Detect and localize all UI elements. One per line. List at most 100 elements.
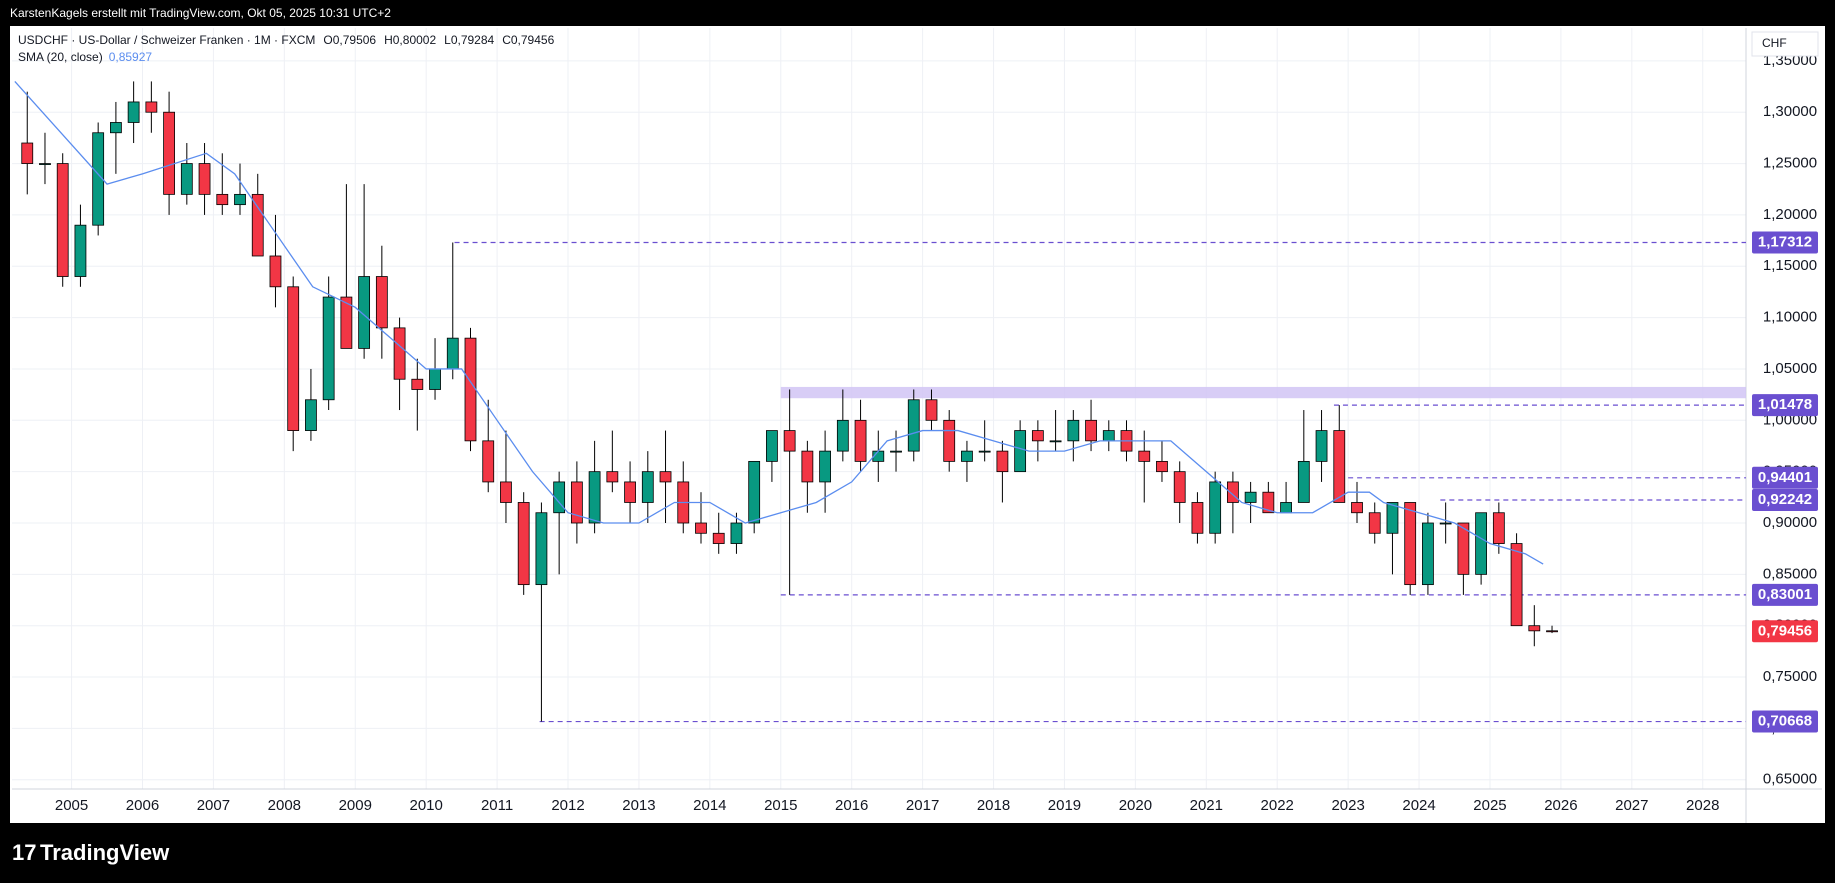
sma-line [14, 80, 1544, 565]
x-tick-label: 2026 [1544, 797, 1577, 814]
candle-body [730, 522, 743, 544]
candle-body [322, 296, 335, 401]
candle-body [996, 450, 1009, 473]
x-tick-label: 2018 [977, 797, 1010, 814]
x-tick-label: 2023 [1331, 797, 1364, 814]
x-tick-label: 2024 [1402, 797, 1435, 814]
candle-body [1422, 522, 1434, 586]
x-tick-label: 2019 [1048, 797, 1081, 814]
candle-body [269, 255, 282, 288]
candle-body [198, 163, 211, 195]
candle-body [1297, 460, 1310, 503]
legend-sma-name: SMA (20, close) [18, 50, 103, 64]
y-tick-label: 1,25000 [1763, 155, 1817, 172]
legend-text: H0,80002 [384, 33, 436, 47]
candle-body [943, 419, 956, 462]
logo-mark: 17 [12, 840, 36, 865]
x-tick-label: 2025 [1473, 797, 1506, 814]
candle-body [854, 419, 867, 462]
legend-text: L0,79284 [444, 33, 494, 47]
candle-body [1173, 471, 1186, 503]
candle-body [712, 532, 725, 544]
candle-body [393, 327, 406, 380]
candle-body [766, 430, 778, 462]
candle-body [39, 163, 51, 165]
y-tick-label: 1,15000 [1763, 257, 1817, 274]
last-price-label-box [1752, 620, 1818, 643]
y-tick-label: 0,90000 [1763, 514, 1817, 531]
x-tick-label: 2015 [764, 797, 797, 814]
y-tick-label: 1,05000 [1763, 360, 1817, 377]
candle-body [1351, 502, 1363, 514]
candle-body [1315, 430, 1328, 462]
candle-body [1049, 440, 1062, 443]
candle-body [92, 132, 105, 226]
candle-body [464, 337, 477, 442]
x-tick-label: 2011 [481, 797, 513, 814]
x-tick-label: 2014 [693, 797, 726, 814]
candle-body [641, 471, 654, 503]
y-tick-label: 1,10000 [1763, 309, 1817, 326]
candle-body [836, 419, 849, 452]
level-label-box [1752, 231, 1818, 254]
level-label: 1,17312 [1758, 233, 1812, 250]
candle-body [1226, 481, 1239, 503]
candle-body [411, 378, 424, 390]
candle-body [517, 502, 530, 586]
candle-body [570, 481, 583, 524]
legend-sma-value: 0,85927 [109, 50, 153, 64]
x-tick-label: 2017 [906, 797, 939, 814]
candle-body [1067, 419, 1080, 442]
candle-body [1333, 430, 1346, 503]
legend-sma: SMA (20, close) 0,85927 [18, 50, 152, 64]
candle-body [305, 399, 317, 431]
candle-body [748, 460, 761, 524]
candle-body [978, 450, 991, 453]
candle-body [1085, 419, 1097, 442]
footer-logo: TradingView [40, 840, 170, 865]
candle-body [925, 399, 938, 421]
candle-body [624, 481, 636, 503]
candle-body [1262, 491, 1275, 514]
y-tick-label: 0,85000 [1763, 565, 1817, 582]
legend-symbol: USDCHF · US-Dollar / Schweizer Franken ·… [18, 33, 555, 47]
candle-body [127, 101, 140, 123]
x-tick-label: 2012 [551, 797, 584, 814]
candle-body [1031, 430, 1044, 442]
candle-body [1209, 481, 1222, 534]
candle-body [21, 142, 34, 164]
level-label-box [1752, 710, 1818, 733]
legend-text: USDCHF · US-Dollar / Schweizer Franken ·… [18, 33, 315, 47]
candle-body [216, 193, 229, 206]
candle-body [819, 450, 831, 483]
y-tick-label: 0,65000 [1763, 771, 1817, 788]
candle-body [1280, 502, 1292, 514]
candle-body [801, 450, 814, 483]
plot-area [12, 28, 1746, 789]
candle-body [659, 471, 672, 483]
y-tick-label: 1,30000 [1763, 103, 1817, 120]
candle-body [145, 101, 158, 113]
candle-body [535, 512, 548, 586]
candle-body [783, 430, 796, 452]
level-label: 0,83001 [1758, 586, 1812, 603]
x-tick-label: 2021 [1190, 797, 1223, 814]
candle-body [446, 337, 459, 370]
candle-body [1457, 522, 1470, 575]
legend-text: C0,79456 [502, 33, 554, 47]
candle-body [1546, 630, 1558, 633]
candle-body [56, 163, 69, 277]
x-tick-label: 2028 [1686, 797, 1719, 814]
candle-body [961, 450, 973, 462]
currency-box [1751, 31, 1819, 57]
candle-body [606, 471, 619, 483]
x-tick-label: 2010 [409, 797, 442, 814]
candle-body [1492, 512, 1505, 544]
candle-body [1510, 543, 1523, 627]
candle-body [1439, 522, 1452, 525]
candle-body [500, 481, 512, 503]
candle-body [163, 111, 175, 195]
candle-body [1244, 491, 1257, 503]
